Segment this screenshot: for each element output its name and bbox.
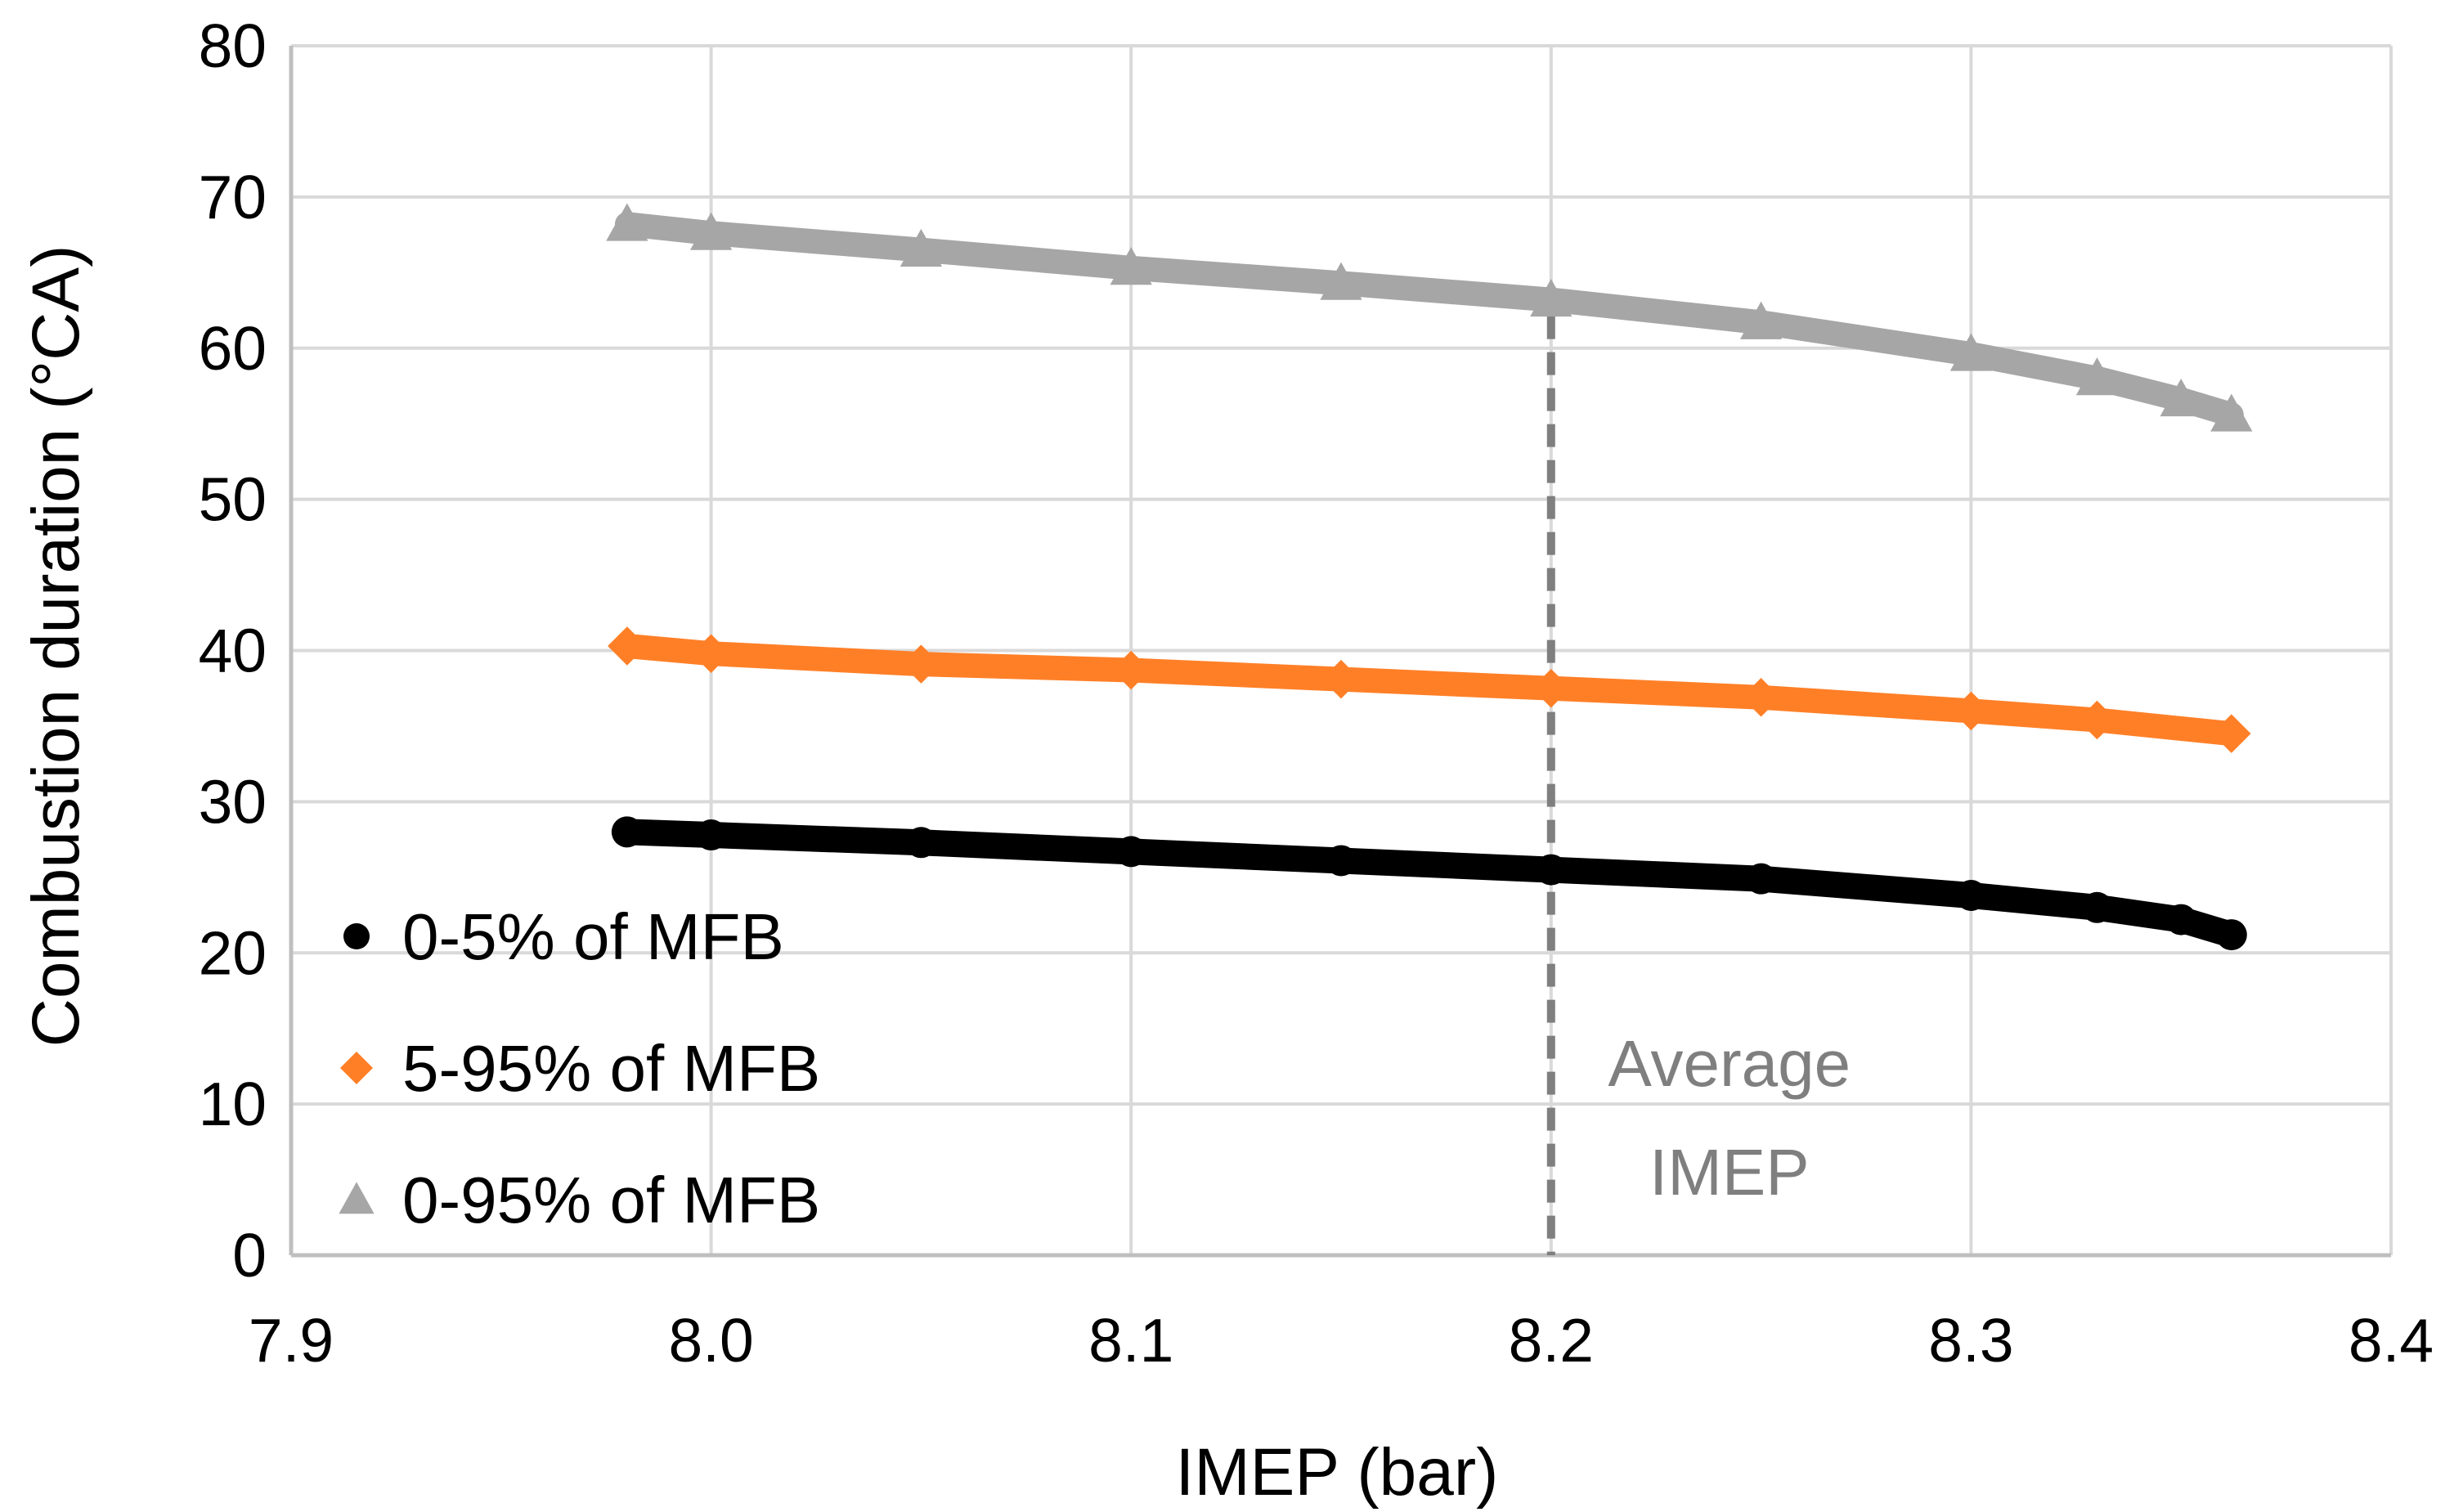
y-tick-label: 40 [199,617,267,685]
data-point [2210,393,2253,432]
x-axis-title: IMEP (bar) [1176,1435,1499,1510]
x-tick-label: 8.3 [1928,1306,2013,1375]
data-point [2212,714,2251,753]
ticks-layer: 0 10 20 30 40 50 60 70 80 7.9 8.0 8.1 8.2 8.3 8.4 [199,11,2434,1375]
x-tick-label: 8.1 [1088,1306,1173,1375]
series-band [614,634,2244,747]
data-point [1741,678,1781,717]
legend-label: 0-95% of MFB [402,1164,820,1236]
data-point [1110,247,1152,285]
x-tick-label: 8.4 [2349,1306,2434,1375]
data-point [2165,904,2197,935]
data-point [691,634,731,673]
x-tick-label: 7.9 [249,1306,334,1375]
y-tick-label: 70 [199,163,267,231]
data-point [1326,845,1357,877]
data-point [2081,891,2113,923]
x-tick-label: 8.2 [1509,1306,1594,1375]
data-point [1111,650,1151,690]
legend-marker [339,1182,375,1214]
series-band [613,819,2245,949]
series-circle [611,816,2247,951]
series-band [614,212,2244,428]
data-point [1115,836,1147,868]
legend-item: 5-95% of MFB [340,1032,820,1105]
annotation-layer: Average IMEP [1608,1027,1851,1209]
data-point [2075,357,2119,396]
data-point [608,626,647,666]
data-point [1321,659,1361,699]
data-point [900,228,943,267]
data-point [2160,378,2202,417]
data-point [606,203,648,241]
series-triangle [606,203,2253,432]
data-point [2215,919,2247,951]
y-tick-label: 50 [199,465,267,534]
y-axis-title: Combustion duration (°CA) [19,245,93,1048]
data-point [1949,333,1993,371]
data-point [2077,700,2117,740]
series-layer [606,203,2253,951]
y-tick-label: 80 [199,11,267,80]
data-point [1955,879,1987,911]
data-point [901,644,941,684]
data-point [1745,863,1777,895]
y-tick-label: 10 [199,1070,267,1138]
data-point [611,816,643,848]
data-point [1535,854,1567,886]
data-point [1530,278,1572,317]
legend: 0-5% of MFB 5-95% of MFB 0-95% of MFB [339,900,820,1236]
series-diamond [608,626,2251,753]
legend-marker [343,923,370,949]
data-point [1320,262,1362,300]
data-point [689,212,733,250]
data-point [695,819,727,851]
data-point [1951,691,1991,731]
legend-item: 0-95% of MFB [339,1164,820,1236]
data-point [905,827,937,859]
annotation-label: Average [1608,1027,1851,1100]
annotation-label: IMEP [1649,1136,1810,1209]
y-tick-label: 20 [199,918,267,987]
legend-label: 5-95% of MFB [402,1032,820,1105]
y-tick-label: 30 [199,767,267,836]
y-tick-label: 0 [232,1221,267,1290]
axes-layer [289,46,2391,1258]
legend-marker [340,1052,373,1084]
x-tick-label: 8.0 [668,1306,753,1375]
data-point [1532,668,1571,708]
legend-label: 0-5% of MFB [402,900,784,973]
y-tick-label: 60 [199,314,267,383]
data-point [1739,301,1783,339]
legend-item: 0-5% of MFB [343,900,784,973]
